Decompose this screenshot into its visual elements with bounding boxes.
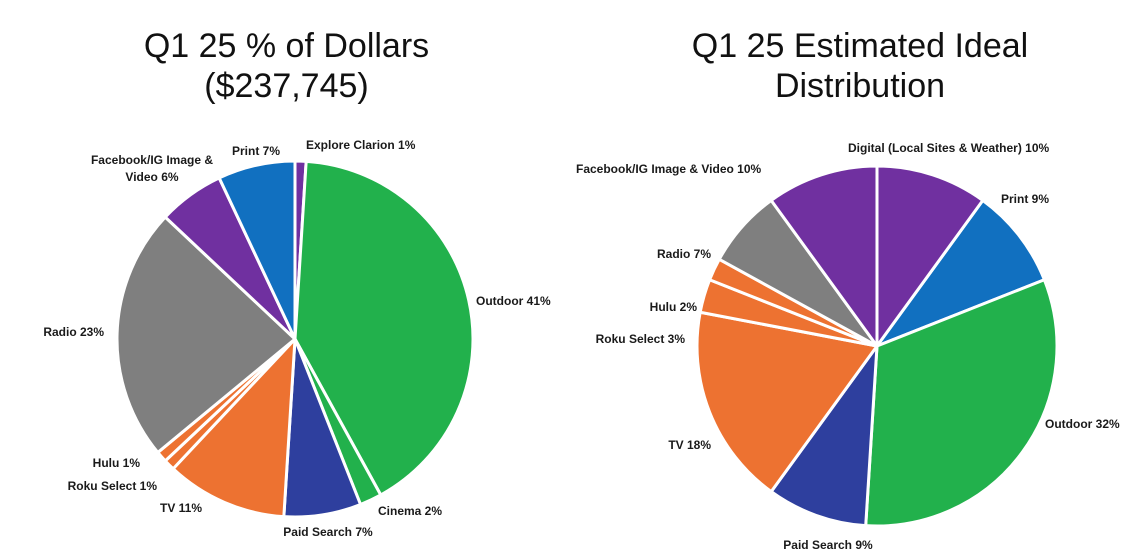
pie-slice-print-9 [875, 198, 1046, 348]
chart-title-line-1: Q1 25 Estimated Ideal [691, 27, 1029, 65]
slice-label-explore-clarion-1: Explore Clarion 1% [306, 138, 416, 152]
slice-label-roku-select-3: Roku Select 3% [596, 332, 686, 346]
slice-label-print-9: Print 9% [1001, 192, 1049, 206]
slice-label-roku-select-1: Roku Select 1% [68, 479, 158, 493]
pie-slice-facebook-ig-image-video-10 [769, 164, 879, 348]
pie-slice-tv-11 [171, 337, 297, 519]
pie-slice-digital-local-sites-weather-10 [875, 164, 985, 348]
pie-slice-outdoor-32 [864, 278, 1059, 528]
slice-label-radio-23: Radio 23% [43, 325, 104, 339]
slice-label-outdoor-41: Outdoor 41% [476, 294, 551, 308]
pie-left-svg: Explore Clarion 1% Outdoor 41% Cinema 2% Pa… [43, 138, 551, 539]
slice-label-hulu-2: Hulu 2% [650, 300, 698, 314]
pie-slice-paid-search-9 [769, 344, 879, 528]
chart-title: Q1 25 Estimated Ideal Distribution [573, 26, 1147, 106]
pie-right-svg: Print 9% Outdoor 32% Paid Search 9% TV 18% R… [576, 141, 1120, 552]
chart-title-line-2: Distribution [774, 67, 946, 105]
chart-title-line-2: ($237,745) [204, 67, 369, 105]
chart-title: Q1 25 % of Dollars ($237,745) [0, 26, 573, 106]
pie-slice-print-7 [217, 159, 297, 341]
pie-slice-radio-23 [115, 215, 297, 454]
slice-label-paid-search-9: Paid Search 9% [783, 538, 873, 552]
slice-label-print-7: Print 7% [232, 144, 280, 158]
pie-chart-ideal-distribution: Q1 25 Estimated Ideal Distribution Print… [573, 0, 1147, 554]
slice-label-tv-18: TV 18% [668, 438, 711, 452]
slice-label-outdoor-32: Outdoor 32% [1045, 417, 1120, 431]
slice-label-digital-local-sites-weather-10: Digital (Local Sites & Weather) 10% [848, 141, 1049, 155]
slice-label-paid-search-7: Paid Search 7% [283, 525, 373, 539]
pie-slice-outdoor-41 [293, 159, 475, 497]
slice-label-radio-7: Radio 7% [657, 247, 711, 261]
slice-label-cinema-2: Cinema 2% [378, 504, 442, 518]
slice-label-hulu-1: Hulu 1% [93, 456, 141, 470]
slice-label-facebook-ig-image: Facebook/IG Image & Video 6% [91, 153, 213, 184]
chart-title-line-1: Q1 25 % of Dollars [143, 27, 430, 65]
pie-slice-tv-18 [695, 310, 879, 494]
slice-label-tv-11: TV 11% [160, 501, 202, 515]
slice-label-facebook-ig-image-video-10: Facebook/IG Image & Video 10% [576, 162, 762, 176]
pie-chart-q1-dollars: Q1 25 % of Dollars ($237,745) Explore Cl… [0, 0, 573, 554]
